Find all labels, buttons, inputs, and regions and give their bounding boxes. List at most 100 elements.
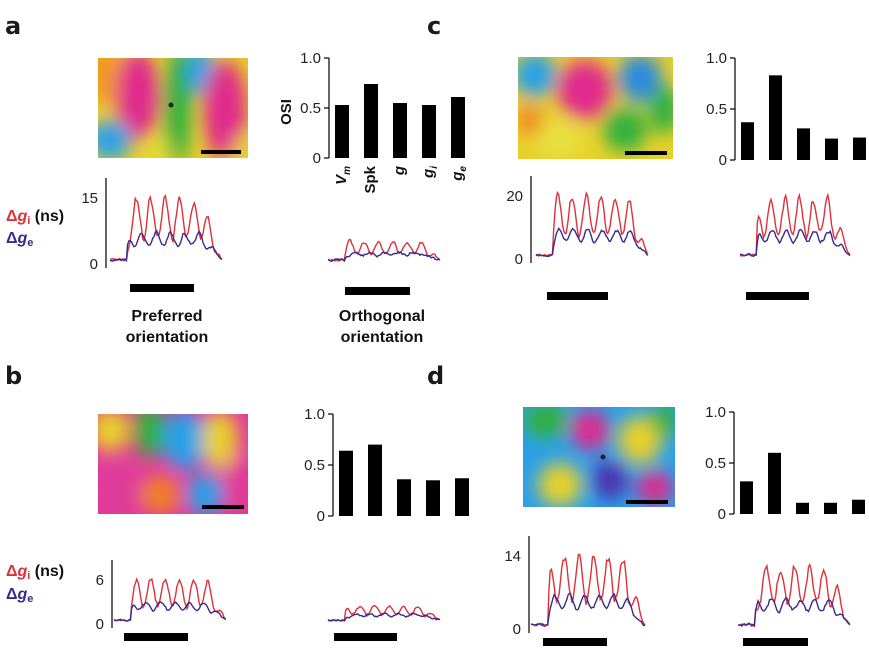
scale-bar-map-d — [626, 500, 668, 504]
conductance-traces-d: 14 0 — [504, 536, 851, 646]
stimulus-bar-preferred — [543, 638, 607, 646]
osi-bar-gi — [426, 480, 440, 516]
osi-category-label: gi — [420, 166, 440, 179]
conductance-traces-a: 15 0 — [81, 178, 441, 295]
osi-y-label: OSI — [278, 99, 295, 125]
trace-excitatory-orthogonal — [327, 612, 441, 622]
osi-tick-label: 1.0 — [304, 406, 325, 423]
trace-excitatory-orthogonal — [327, 251, 441, 263]
osi-category-label: g — [391, 166, 408, 176]
stimulus-bar-orthogonal — [746, 292, 809, 300]
osi-bar-gi — [824, 502, 837, 514]
osi-chart-d: 0 0.5 1.0 — [705, 404, 865, 523]
osi-tick-label: 0 — [317, 508, 325, 525]
stimulus-bar-preferred — [547, 292, 608, 300]
stimulus-bar-preferred — [130, 284, 194, 292]
legend-ge-delta: Δ — [6, 586, 18, 603]
osi-tick-label: 0 — [718, 506, 726, 523]
scale-bar-map-a — [201, 150, 241, 154]
osi-tick-label: 0 — [313, 150, 321, 167]
osi-tick-label: 1.0 — [705, 404, 726, 421]
osi-tick-label: 0.5 — [705, 455, 726, 472]
legend-gi-sub: i — [27, 570, 30, 582]
legend-ge-symbol: g — [17, 230, 28, 247]
orientation-map-b — [98, 414, 248, 514]
preferred-label-line1: Preferred — [131, 308, 202, 325]
trace-inhibitory-preferred — [536, 190, 649, 258]
trace-zero-label: 0 — [96, 616, 104, 633]
legend-a: Δgi (ns) Δge — [6, 208, 64, 249]
trace-excitatory-orthogonal — [739, 228, 851, 258]
osi-bar-spk — [768, 452, 781, 514]
osi-bar-ge — [853, 137, 866, 160]
svg-text:Δge: Δge — [6, 586, 33, 605]
trace-top-label: 15 — [81, 190, 98, 207]
orientation-map-c — [518, 57, 673, 159]
osi-category-label: ge — [449, 166, 469, 182]
trace-inhibitory-preferred — [530, 553, 646, 628]
svg-text:Δge: Δge — [6, 230, 33, 249]
preferred-label-line2: orientation — [126, 329, 209, 346]
osi-bar-g — [393, 103, 407, 158]
panel-letter-c: c — [427, 12, 441, 40]
trace-inhibitory-preferred — [113, 577, 226, 622]
trace-top-label: 14 — [504, 548, 521, 565]
trace-excitatory-orthogonal — [737, 596, 851, 628]
osi-category-label: Vm — [333, 166, 353, 185]
panel-letter-d: d — [427, 362, 444, 390]
osi-bar-gi — [422, 105, 436, 158]
trace-top-label: 6 — [96, 572, 104, 589]
osi-bar-g — [797, 128, 810, 160]
legend-gi-delta: Δ — [6, 208, 18, 225]
legend-gi-delta: Δ — [6, 563, 18, 580]
trace-excitatory-preferred — [109, 229, 223, 263]
legend-ge-delta: Δ — [6, 230, 18, 247]
legend-ge-sub: e — [27, 237, 33, 249]
osi-chart-b: 0 0.5 1.0 — [304, 406, 469, 525]
trace-zero-label: 0 — [515, 251, 523, 268]
legend-gi-sub: i — [27, 215, 30, 227]
osi-bar-spk — [769, 75, 782, 160]
trace-inhibitory-orthogonal — [328, 238, 440, 263]
osi-bar-spk — [364, 84, 378, 158]
scale-bar-map-c — [625, 151, 667, 155]
trace-inhibitory-orthogonal — [739, 192, 851, 257]
osi-bar-vm — [335, 105, 349, 158]
osi-bar-g — [796, 502, 809, 514]
trace-zero-label: 0 — [90, 256, 98, 273]
trace-excitatory-preferred — [530, 592, 646, 627]
osi-bar-ge — [451, 97, 465, 158]
stimulus-bar-preferred — [124, 633, 188, 641]
osi-bar-vm — [741, 122, 754, 160]
conductance-traces-b: 60 — [96, 560, 441, 641]
osi-bar-vm — [740, 481, 753, 514]
osi-category-label: Spk — [362, 165, 379, 193]
trace-excitatory-preferred — [535, 227, 649, 258]
legend-gi-unit: (ns) — [30, 563, 64, 580]
stimulus-bar-orthogonal — [345, 287, 410, 295]
osi-tick-label: 0.5 — [304, 457, 325, 474]
panel-letter-b: b — [5, 362, 22, 390]
osi-chart-c: 0 0.5 1.0 — [706, 50, 866, 169]
conductance-traces-c: 20 0 — [506, 176, 851, 300]
orthogonal-label-line1: Orthogonal — [339, 308, 425, 325]
orientation-map-a — [98, 58, 248, 158]
osi-bar-gi — [825, 138, 838, 160]
svg-text:Δgi (ns): Δgi (ns) — [6, 563, 64, 582]
osi-tick-label: 0 — [719, 152, 727, 169]
osi-bar-vm — [339, 450, 353, 516]
legend-gi-symbol: g — [17, 208, 28, 225]
osi-bar-g — [397, 479, 411, 516]
stimulus-bar-orthogonal — [334, 633, 397, 641]
trace-inhibitory-orthogonal — [737, 563, 851, 628]
orientation-map-d — [523, 407, 675, 507]
osi-tick-label: 0.5 — [706, 101, 727, 118]
trace-inhibitory-preferred — [109, 194, 223, 263]
osi-tick-label: 1.0 — [706, 50, 727, 67]
trace-excitatory-preferred — [113, 601, 227, 622]
svg-text:Δgi (ns): Δgi (ns) — [6, 208, 64, 227]
legend-gi-unit: (ns) — [30, 208, 64, 225]
osi-tick-label: 1.0 — [300, 50, 321, 67]
